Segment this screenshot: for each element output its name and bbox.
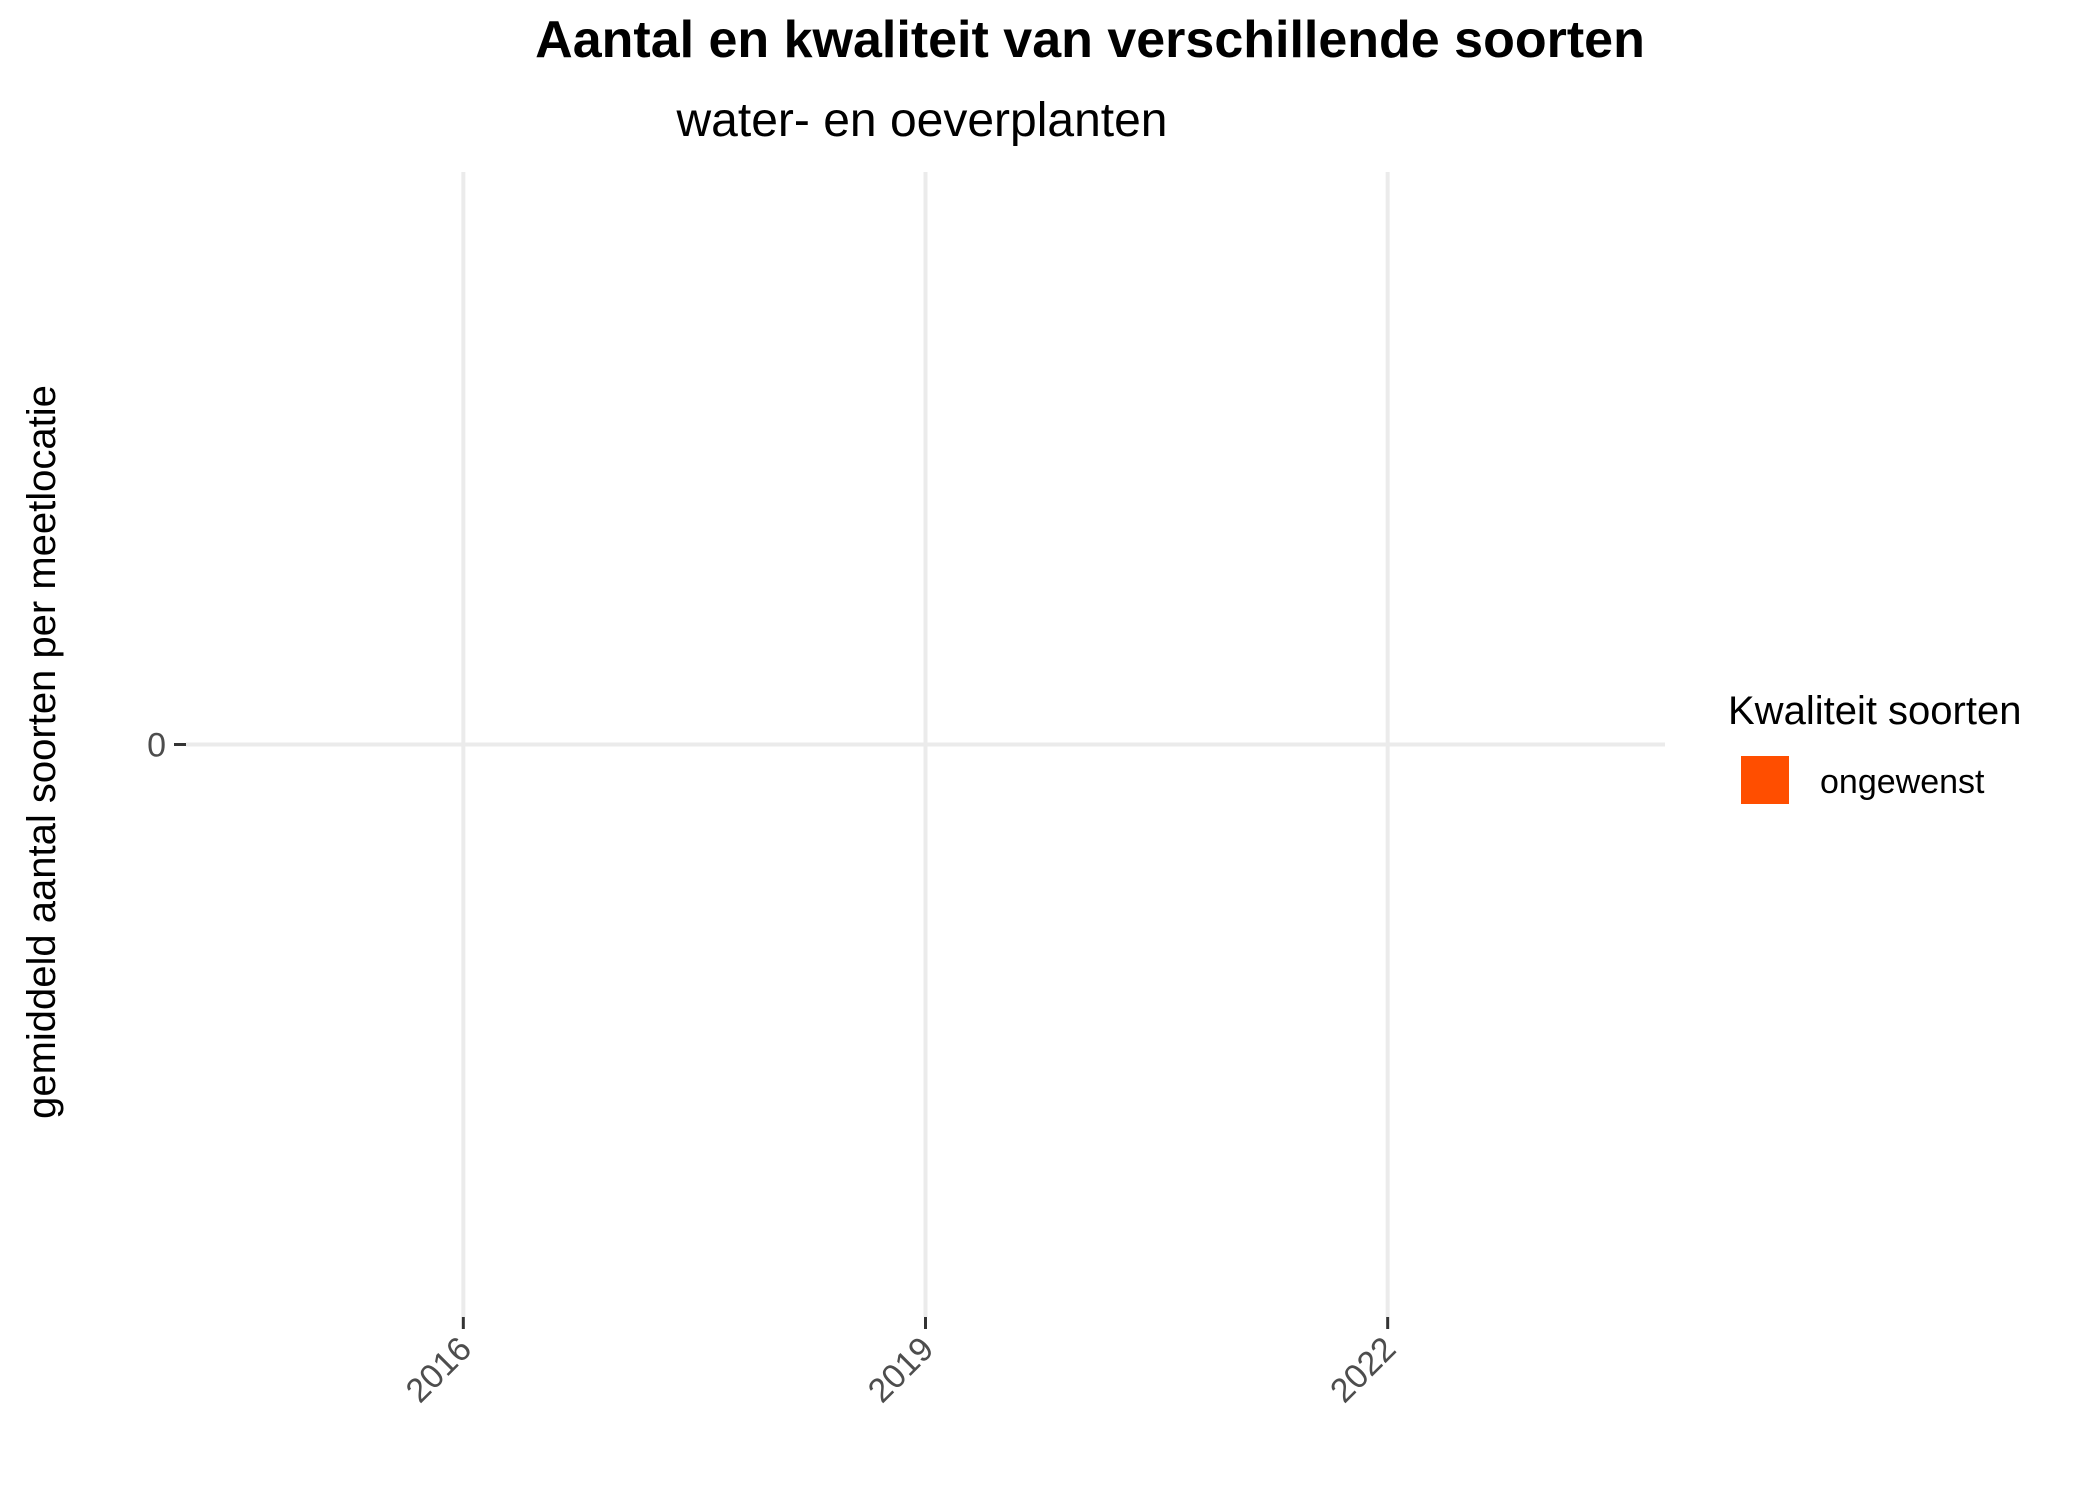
- legend-key-ongewenst: [1741, 756, 1789, 804]
- x-tick-label: 2019: [861, 1330, 941, 1410]
- y-axis-label: gemiddeld aantal soorten per meetlocatie: [20, 385, 64, 1119]
- chart-title: Aantal en kwaliteit van verschillende so…: [535, 11, 1645, 69]
- y-axis: 0: [147, 727, 186, 765]
- x-tick-label: 2022: [1323, 1330, 1403, 1410]
- y-tick-label: 0: [147, 727, 166, 765]
- plot-panel: [186, 172, 1665, 1317]
- legend-title: Kwaliteit soorten: [1728, 689, 2021, 733]
- x-axis: 2016 2019 2022: [399, 1317, 1403, 1410]
- legend: Kwaliteit soorten ongewenst: [1728, 689, 2021, 804]
- legend-label: ongewenst: [1820, 763, 1985, 801]
- chart-subtitle: water- en oeverplanten: [676, 94, 1168, 147]
- x-tick-label: 2016: [399, 1330, 479, 1410]
